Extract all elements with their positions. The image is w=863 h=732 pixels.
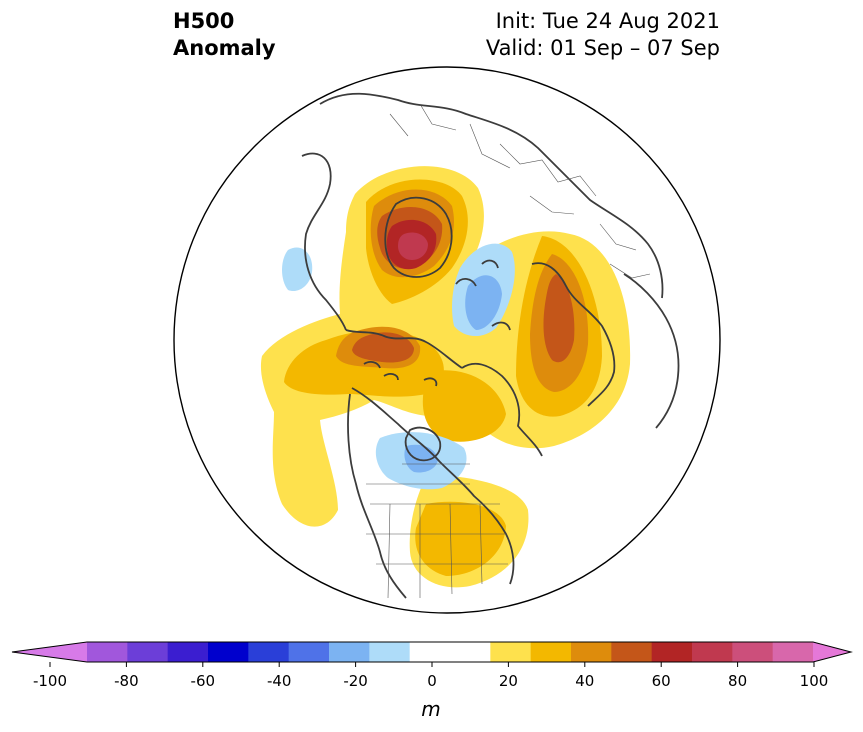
- init-date: Init: Tue 24 Aug 2021: [495, 9, 720, 33]
- colorbar-cell: [611, 642, 653, 662]
- colorbar-tick-label: 0: [427, 672, 437, 690]
- colorbar-tick-label: -40: [267, 672, 292, 690]
- colorbar-cell: [409, 642, 451, 662]
- colorbar-tick-label: 40: [575, 672, 594, 690]
- colorbar-cell: [571, 642, 612, 662]
- colorbar-tick-label: -60: [191, 672, 216, 690]
- colorbar-cell: [329, 642, 370, 662]
- colorbar-cell: [167, 642, 209, 662]
- colorbar-extend-min: [12, 642, 87, 662]
- forecast-dates: Init: Tue 24 Aug 2021 Valid: 01 Sep – 07…: [486, 8, 720, 62]
- colorbar-tick-label: 100: [800, 672, 829, 690]
- colorbar-cell: [732, 642, 774, 662]
- colorbar-cells: [11, 641, 853, 663]
- colorbar-tick-label: -80: [114, 672, 139, 690]
- colorbar-outline: [11, 641, 853, 663]
- polar-map: [173, 66, 721, 614]
- colorbar-cell: [208, 642, 249, 662]
- colorbar-unit-label: m: [421, 697, 440, 721]
- valid-range: Valid: 01 Sep – 07 Sep: [485, 36, 720, 60]
- title-line-2: Anomaly: [173, 36, 276, 60]
- colorbar-cell: [127, 642, 169, 662]
- colorbar-cell: [288, 642, 330, 662]
- map-boundary: [173, 66, 721, 614]
- colorbar-extend-max: [813, 642, 851, 662]
- colorbar: -100 -80 -60 -40 -20 0 20 40 60 80 100 m: [11, 641, 853, 721]
- colorbar-tick-label: 80: [728, 672, 747, 690]
- political-borders: [366, 103, 651, 599]
- colorbar-tick-label: -20: [343, 672, 368, 690]
- map-title: H500 Anomaly: [173, 8, 276, 62]
- colorbar-cell: [651, 642, 693, 662]
- colorbar-cell: [530, 642, 572, 662]
- colorbar-cell: [490, 642, 532, 662]
- colorbar-cell: [450, 642, 491, 662]
- title-line-1: H500: [173, 9, 235, 33]
- colorbar-ticks: -100 -80 -60 -40 -20 0 20 40 60 80 100: [33, 662, 828, 690]
- colorbar-cell: [772, 642, 814, 662]
- colorbar-tick-label: -100: [33, 672, 67, 690]
- colorbar-cell: [692, 642, 733, 662]
- colorbar-cell: [87, 642, 128, 662]
- colorbar-cell: [248, 642, 290, 662]
- coastlines: [301, 92, 680, 599]
- anomaly-peak-core: [398, 232, 428, 260]
- colorbar-tick-label: 20: [499, 672, 518, 690]
- colorbar-tick-label: 60: [652, 672, 671, 690]
- anomaly-arctic-trough: [465, 275, 502, 330]
- colorbar-cell: [369, 642, 411, 662]
